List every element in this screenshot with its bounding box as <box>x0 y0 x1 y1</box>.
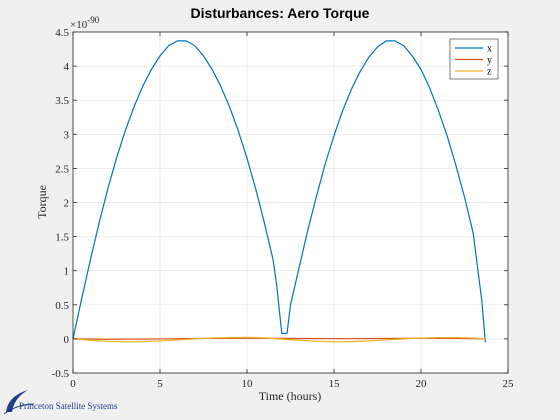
y-tick-label: 4.5 <box>55 27 69 39</box>
legend-label-z: z <box>487 67 492 78</box>
legend-label-x: x <box>487 44 492 55</box>
y-exponent-power: -90 <box>87 15 99 25</box>
swoosh-logo-stroke-icon <box>3 403 35 415</box>
y-axis-label: Torque <box>35 185 49 219</box>
legend: xyz <box>449 38 499 80</box>
x-tick-label: 20 <box>416 378 428 390</box>
y-tick-label: 3 <box>64 129 70 141</box>
y-tick-label: 1.5 <box>55 232 69 244</box>
series-line-x <box>72 40 486 343</box>
watermark-text: Princeton Satellite Systems <box>19 401 118 411</box>
x-tick-label: 10 <box>242 378 254 390</box>
y-tick-label: 3.5 <box>55 95 69 107</box>
y-tick-labels: -0.5 0 0.5 1 1.5 2 2.5 3 3.5 4 4.5 <box>52 27 70 380</box>
x-tick-label: 0 <box>70 378 76 390</box>
y-tick-label: 2.5 <box>55 163 69 175</box>
y-tick-label: -0.5 <box>52 368 70 380</box>
x-tick-label: 5 <box>157 378 163 390</box>
series-line-z <box>72 336 486 343</box>
y-tick-label: 0 <box>64 334 70 346</box>
x-axis-label: Time (hours) <box>259 389 322 403</box>
y-tick-label: 1 <box>64 266 70 278</box>
watermark: Princeton Satellite Systems <box>3 390 118 415</box>
swoosh-logo-icon <box>6 390 28 412</box>
legend-items: xyz <box>455 44 492 78</box>
legend-label-y: y <box>487 55 492 66</box>
y-tick-label: 0.5 <box>55 300 69 312</box>
y-tick-label: 4 <box>64 61 70 73</box>
plot-lines <box>72 40 486 343</box>
x-tick-label: 15 <box>329 378 341 390</box>
y-tick-label: 2 <box>64 198 70 210</box>
y-exponent-label: ×10-90 <box>70 15 100 31</box>
ticks <box>72 31 509 374</box>
x-tick-label: 25 <box>503 378 515 390</box>
y-exponent-base: ×10 <box>70 19 88 31</box>
chart-title: Disturbances: Aero Torque <box>191 5 370 21</box>
x-tick-labels: 0 5 10 15 20 25 <box>70 378 514 390</box>
